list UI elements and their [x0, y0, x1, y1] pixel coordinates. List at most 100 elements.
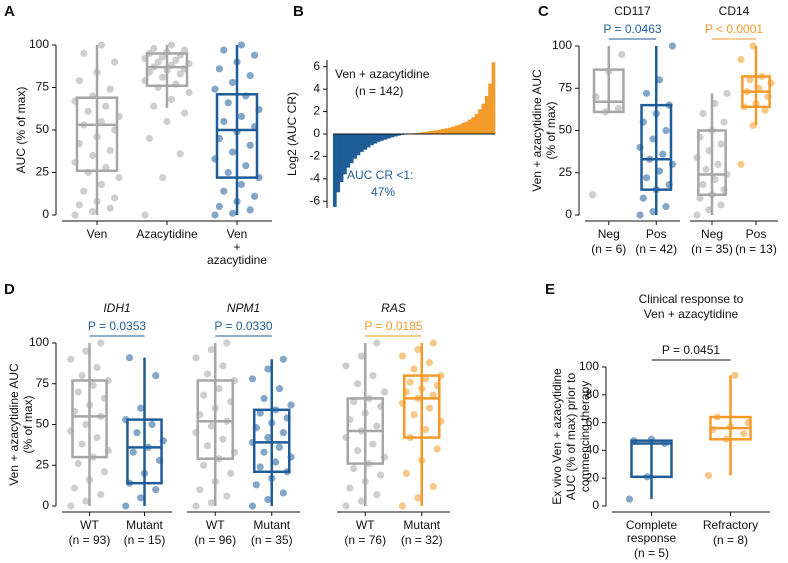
bar [457, 124, 462, 134]
x-tick-label: Pos [646, 227, 667, 241]
box [215, 93, 259, 179]
y-axis-label: Log2 (AUC CR) [285, 92, 299, 176]
box [126, 418, 163, 485]
point [75, 201, 83, 209]
point [115, 174, 123, 182]
point [111, 58, 119, 66]
point [181, 109, 189, 117]
point [248, 375, 257, 383]
x-tick-label: WT [356, 518, 375, 532]
bar [360, 134, 364, 152]
box [402, 374, 441, 439]
point [227, 469, 235, 477]
n-label: (n = 93) [69, 533, 111, 547]
point [425, 404, 434, 412]
point [248, 502, 257, 510]
point [272, 458, 280, 466]
point [89, 208, 97, 216]
point [711, 99, 719, 108]
point [380, 388, 389, 396]
point [220, 187, 228, 195]
point [642, 174, 651, 182]
point [224, 168, 232, 177]
p-value: P < 0.0001 [705, 22, 763, 36]
y-tick-label: -6 [309, 193, 320, 207]
annotation: AUC CR <1: [347, 168, 413, 182]
point [111, 194, 119, 202]
y-axis-label: Ex vivo Ven + azacytidine [550, 368, 564, 505]
n-label: (n = 42) [635, 242, 677, 256]
box [697, 129, 727, 196]
point [78, 372, 86, 380]
point [152, 372, 160, 380]
point [159, 73, 167, 81]
point [67, 355, 75, 363]
bar [393, 134, 398, 137]
point [731, 371, 739, 379]
point [150, 44, 158, 53]
bar [461, 123, 465, 134]
bar [363, 134, 368, 150]
panel-title: Ven + azacytidine [644, 307, 739, 321]
point [137, 404, 145, 412]
point [163, 117, 171, 126]
y-axis-label: Ven + azacytidine AUC [530, 69, 544, 192]
point [714, 160, 722, 168]
point [93, 433, 101, 442]
y-tick-label: 60 [586, 415, 600, 429]
point [67, 502, 75, 510]
point [220, 46, 228, 54]
n-label: (n = 5) [634, 546, 669, 560]
point [85, 401, 94, 409]
box [71, 379, 108, 459]
point [215, 65, 223, 73]
point [418, 385, 426, 393]
point [74, 388, 82, 396]
point [78, 440, 86, 448]
y-tick-label: 2 [313, 104, 320, 118]
point [702, 165, 710, 173]
bar [454, 125, 459, 134]
x-tick-label: Ven [227, 227, 248, 241]
facet-title: CD117 [614, 4, 651, 18]
point [369, 372, 377, 380]
point [82, 420, 90, 429]
x-tick-label: response [627, 531, 677, 545]
box [196, 379, 235, 460]
point [414, 345, 422, 354]
bar [373, 134, 378, 144]
annotation: 47% [371, 185, 395, 199]
point [133, 429, 141, 437]
point [414, 494, 422, 502]
facet-title: RAS [381, 301, 406, 315]
point [220, 117, 228, 126]
point [246, 206, 254, 214]
bar [447, 127, 452, 134]
point [737, 160, 745, 168]
bar [441, 129, 445, 134]
point [275, 443, 284, 451]
point [410, 411, 418, 419]
y-tick-label: 100 [29, 37, 49, 51]
point [752, 99, 760, 108]
point [93, 133, 101, 141]
point [398, 352, 407, 360]
point [346, 484, 354, 492]
point [80, 49, 88, 58]
point [125, 354, 134, 362]
point [154, 58, 162, 66]
point [229, 148, 237, 156]
point [200, 461, 208, 469]
bar [424, 131, 428, 134]
point [251, 51, 259, 59]
point [97, 180, 105, 188]
point [84, 107, 92, 115]
point [720, 118, 728, 126]
x-tick-label: Pos [746, 227, 767, 241]
point [219, 435, 227, 443]
point [200, 391, 208, 399]
bar [370, 134, 374, 146]
bar [434, 130, 438, 134]
y-tick-label: 20 [586, 470, 600, 484]
